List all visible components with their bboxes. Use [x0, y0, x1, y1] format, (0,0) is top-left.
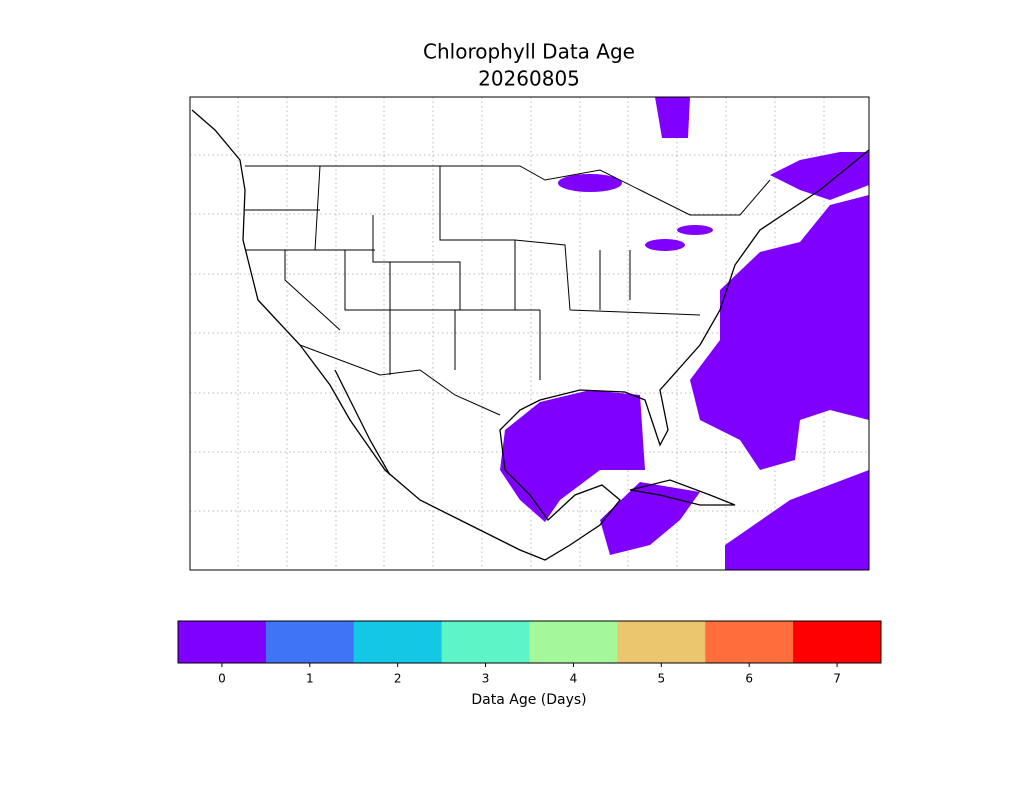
- coverage-patch: [677, 225, 713, 235]
- age-zero-coverage: [500, 97, 869, 570]
- state-borders: [245, 165, 701, 380]
- colorbar-tick-label: 0: [218, 672, 226, 686]
- colorbar-segment: [529, 621, 618, 663]
- cuba-coast: [629, 479, 736, 506]
- colorbar-tick-label: 7: [833, 672, 841, 686]
- colorbar-tick-label: 3: [482, 672, 490, 686]
- colorbar-segment: [353, 621, 443, 663]
- colorbar-segment: [441, 621, 530, 663]
- map: [189, 96, 870, 571]
- map-frame: [189, 96, 870, 571]
- coverage-patch: [645, 239, 685, 251]
- coverage-patch: [500, 390, 645, 522]
- colorbar-frame: [177, 620, 882, 664]
- baja-coast: [334, 369, 391, 476]
- colorbar-segment: [265, 621, 355, 663]
- colorbar-label: Data Age (Days): [471, 692, 586, 708]
- colorbar-tick-label: 1: [306, 672, 314, 686]
- colorbar-tick-label: 6: [745, 672, 753, 686]
- colorbar: 0 1 2 3 4 5 6 7: [177, 620, 882, 686]
- coverage-patch: [690, 195, 869, 470]
- colorbar-segment: [617, 621, 706, 663]
- colorbar-tick-label: 4: [570, 672, 578, 686]
- graticule: [190, 97, 869, 570]
- coverage-patch: [770, 152, 869, 200]
- colorbar-tick-label: 5: [657, 672, 665, 686]
- colorbar-segment: [178, 621, 267, 663]
- national-border: [245, 165, 771, 416]
- map-subtitle: 20260805: [478, 67, 580, 91]
- coverage-patch: [558, 174, 622, 192]
- coverage-patch: [600, 482, 700, 555]
- coverage-patch: [725, 470, 869, 570]
- map-title: Chlorophyll Data Age: [423, 40, 635, 64]
- coastline: [191, 109, 869, 561]
- coverage-patch: [655, 97, 690, 138]
- colorbar-segment: [793, 621, 882, 663]
- colorbar-tick-label: 2: [394, 672, 402, 686]
- colorbar-segment: [705, 621, 794, 663]
